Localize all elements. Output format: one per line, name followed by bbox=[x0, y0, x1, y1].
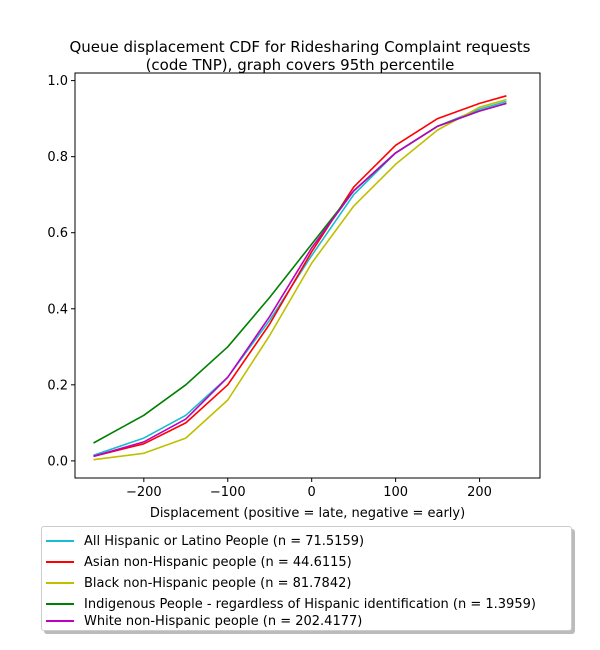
legend-swatch-asian bbox=[46, 561, 74, 563]
y-tick-label: 1.0 bbox=[47, 74, 68, 89]
y-tick-label: 0.8 bbox=[47, 150, 68, 165]
legend: All Hispanic or Latino People (n = 71.51… bbox=[41, 526, 572, 631]
x-tick-label: 0 bbox=[308, 485, 316, 500]
series-line-hispanic bbox=[93, 100, 507, 456]
legend-label-black: Black non-Hispanic people (n = 81.7842) bbox=[84, 575, 352, 591]
legend-entry-indigenous: Indigenous People - regardless of Hispan… bbox=[46, 594, 536, 614]
legend-entry-black: Black non-Hispanic people (n = 81.7842) bbox=[46, 573, 351, 593]
x-tick-label: 200 bbox=[467, 485, 492, 500]
legend-swatch-white bbox=[46, 620, 74, 622]
x-tick-label: 100 bbox=[383, 485, 408, 500]
legend-entry-hispanic: All Hispanic or Latino People (n = 71.51… bbox=[46, 531, 364, 551]
x-tick-label: −200 bbox=[126, 485, 162, 500]
y-tick-label: 0.0 bbox=[47, 454, 68, 469]
series-line-black bbox=[93, 98, 507, 461]
x-tick-label: −100 bbox=[210, 485, 246, 500]
legend-entry-asian: Asian non-Hispanic people (n = 44.6115) bbox=[46, 552, 352, 572]
x-axis-label: Displacement (positive = late, negative … bbox=[149, 506, 466, 521]
y-tick-label: 0.6 bbox=[47, 226, 68, 241]
legend-entry-white: White non-Hispanic people (n = 202.4177) bbox=[46, 611, 362, 631]
chart-title-line-2: (code TNP), graph covers 95th percentile bbox=[145, 56, 455, 74]
legend-label-asian: Asian non-Hispanic people (n = 44.6115) bbox=[84, 554, 352, 570]
y-tick-label: 0.4 bbox=[47, 302, 68, 317]
x-axis: −200 −100 0 100 200 bbox=[126, 478, 492, 500]
series-layer bbox=[93, 95, 507, 461]
legend-label-hispanic: All Hispanic or Latino People (n = 71.51… bbox=[84, 533, 365, 549]
series-line-asian bbox=[93, 95, 507, 458]
legend-label-indigenous: Indigenous People - regardless of Hispan… bbox=[84, 596, 536, 612]
y-tick-label: 0.2 bbox=[47, 378, 68, 393]
legend-swatch-hispanic bbox=[46, 540, 74, 542]
plot-frame bbox=[74, 72, 541, 479]
legend-swatch-indigenous bbox=[46, 603, 74, 605]
legend-swatch-black bbox=[46, 582, 74, 584]
legend-label-white: White non-Hispanic people (n = 202.4177) bbox=[84, 613, 363, 629]
y-axis: 0.0 0.2 0.4 0.6 0.8 1.0 bbox=[47, 74, 75, 469]
series-line-white bbox=[93, 102, 507, 458]
chart-title-line-1: Queue displacement CDF for Ridesharing C… bbox=[69, 38, 531, 56]
